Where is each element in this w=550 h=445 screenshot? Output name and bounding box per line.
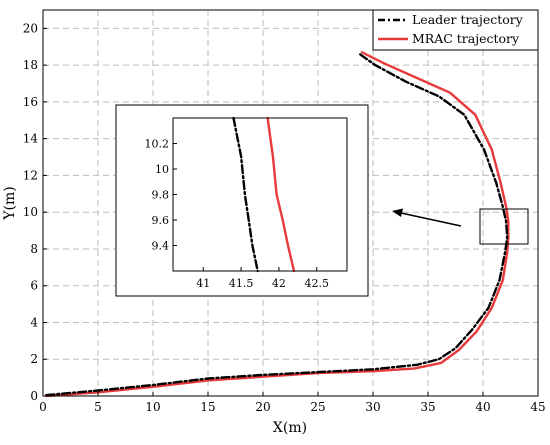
legend: Leader trajectory MRAC trajectory — [372, 9, 539, 51]
x-tick-label: 30 — [365, 400, 380, 414]
mrac-trajectory-line — [45, 51, 510, 398]
x-tick-label: 0 — [39, 400, 47, 414]
plot-frame — [42, 9, 539, 397]
zoom-region-box — [479, 208, 529, 245]
inset-x-tick-label: 41.5 — [229, 277, 254, 290]
main-lines — [45, 51, 510, 398]
main-tick-labels: 0 5 10 15 20 25 30 35 40 45 0 2 4 6 8 10 12 14 16 18 20 — [23, 21, 546, 414]
inset-x-tick-label: 42 — [272, 277, 286, 290]
inset-x-tick-label: 41 — [196, 277, 210, 290]
inset-y-tick-label: 10.2 — [145, 138, 170, 151]
inset-y-tick-label: 9.4 — [152, 240, 170, 253]
inset-panel: 41 41.5 42 42.5 9.4 9.6 9.8 10 10.2 — [115, 104, 369, 297]
y-tick-label: 4 — [30, 315, 38, 329]
inset-leader-line — [232, 116, 259, 273]
inset-tick-labels: 41 41.5 42 42.5 9.4 9.6 9.8 10 10.2 — [145, 138, 329, 291]
legend-leader-label: Leader trajectory — [412, 12, 524, 27]
y-tick-label: 0 — [30, 389, 38, 403]
y-tick-label: 18 — [23, 58, 38, 72]
inset-lines — [232, 116, 296, 273]
inset-y-tick-label: 9.6 — [152, 214, 170, 227]
x-tick-label: 20 — [255, 400, 270, 414]
x-tick-label: 35 — [420, 400, 435, 414]
y-tick-label: 12 — [23, 168, 38, 182]
leader-trajectory-line — [45, 52, 509, 397]
inset-mrac-line — [266, 116, 296, 273]
inset-y-tick-label: 9.8 — [152, 189, 170, 202]
x-tick-label: 45 — [530, 400, 545, 414]
x-tick-label: 5 — [94, 400, 102, 414]
y-tick-label: 16 — [23, 95, 38, 109]
y-tick-label: 8 — [30, 242, 38, 256]
x-tick-label: 40 — [475, 400, 490, 414]
zoom-arrow — [392, 208, 462, 227]
legend-box — [372, 9, 539, 51]
inset-background — [115, 104, 369, 297]
y-tick-label: 6 — [30, 279, 38, 293]
inset-x-tick-label: 42.5 — [304, 277, 329, 290]
inset-y-tick-label: 10 — [155, 163, 169, 176]
y-tick-label: 2 — [30, 352, 38, 366]
x-tick-label: 25 — [310, 400, 325, 414]
x-tick-label: 10 — [145, 400, 160, 414]
y-tick-label: 14 — [23, 132, 39, 146]
y-axis-label: Y(m) — [2, 186, 18, 220]
y-tick-label: 20 — [23, 21, 38, 35]
x-axis-label: X(m) — [273, 420, 307, 436]
legend-mrac-label: MRAC trajectory — [412, 31, 520, 46]
x-tick-label: 15 — [200, 400, 215, 414]
y-tick-label: 10 — [23, 205, 38, 219]
